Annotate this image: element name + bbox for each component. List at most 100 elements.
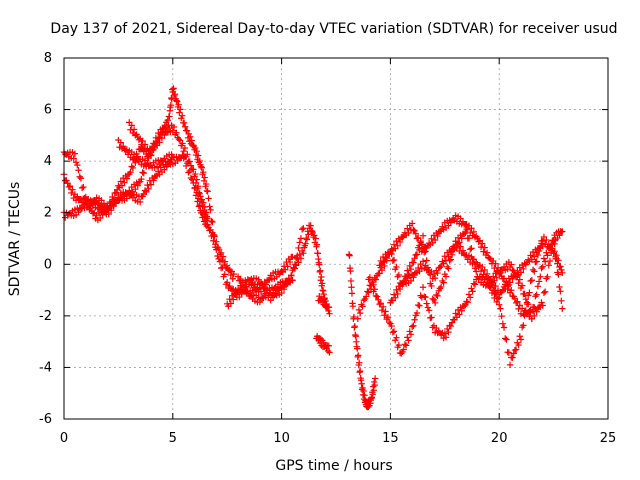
data-point	[505, 349, 513, 356]
data-point	[427, 271, 434, 278]
data-point	[296, 239, 303, 246]
data-point	[200, 199, 207, 206]
y-tick-labels: -6 -4 -2 0 2 4 6 8	[39, 51, 52, 427]
data-point	[480, 248, 487, 255]
data-point	[502, 335, 509, 342]
data-point	[324, 347, 332, 355]
data-point	[532, 293, 539, 300]
data-point	[514, 267, 521, 275]
series-track-o	[387, 238, 546, 306]
data-point	[466, 294, 474, 301]
data-point	[545, 262, 552, 269]
data-point	[436, 285, 444, 292]
data-point	[434, 232, 441, 240]
data-point	[278, 268, 285, 275]
data-point	[179, 112, 186, 119]
data-point	[139, 169, 146, 176]
data-point	[554, 260, 561, 267]
data-point	[445, 265, 452, 272]
series-track-g	[234, 225, 307, 306]
data-point	[470, 280, 478, 287]
data-point	[395, 341, 403, 349]
data-point	[464, 225, 471, 233]
data-point	[425, 307, 433, 314]
data-point	[197, 163, 205, 170]
data-point	[411, 255, 418, 262]
data-point	[195, 203, 203, 210]
data-point	[431, 274, 439, 282]
series-track-c	[60, 151, 237, 282]
data-point	[192, 144, 199, 152]
data-point	[459, 218, 467, 225]
data-point	[553, 255, 560, 262]
data-point	[439, 223, 446, 230]
x-tick-label: 25	[600, 431, 617, 446]
data-point	[66, 182, 74, 190]
data-point	[219, 253, 227, 260]
data-point	[539, 302, 546, 309]
data-point	[376, 270, 383, 277]
data-point	[196, 202, 203, 209]
data-point	[543, 236, 550, 244]
data-point	[202, 180, 210, 188]
data-point	[406, 262, 413, 270]
data-point	[69, 186, 76, 193]
data-point	[447, 248, 455, 256]
data-point	[369, 279, 376, 286]
data-point	[120, 143, 127, 150]
data-point	[508, 261, 515, 268]
data-point	[437, 283, 445, 291]
data-point	[81, 194, 88, 202]
data-point	[284, 263, 291, 270]
data-point	[127, 168, 134, 176]
data-point	[369, 391, 376, 398]
data-point	[242, 283, 249, 290]
data-point	[365, 403, 372, 411]
data-point	[376, 300, 383, 308]
data-point	[204, 188, 211, 195]
data-point	[191, 185, 198, 192]
data-point	[415, 301, 422, 309]
data-point	[136, 198, 144, 206]
data-point	[464, 299, 471, 306]
data-point	[404, 267, 411, 274]
data-point	[556, 283, 563, 291]
data-point	[261, 290, 268, 298]
data-point	[316, 261, 323, 268]
data-point	[187, 133, 194, 140]
data-point	[139, 137, 146, 145]
data-point	[531, 253, 538, 260]
data-point	[483, 249, 491, 256]
data-point	[522, 296, 529, 303]
data-point	[209, 218, 216, 226]
data-point	[412, 251, 419, 259]
data-point	[298, 226, 306, 233]
data-point	[167, 101, 175, 109]
data-point	[533, 308, 540, 315]
data-point	[361, 392, 368, 399]
chart-title: Day 137 of 2021, Sidereal Day-to-day VTE…	[50, 21, 617, 37]
data-point	[217, 249, 225, 257]
data-point	[360, 387, 367, 395]
data-point	[407, 331, 415, 338]
data-point	[244, 288, 251, 295]
y-axis-label: SDTVAR / TECUs	[7, 182, 23, 297]
data-point	[355, 306, 363, 314]
data-point	[445, 328, 452, 336]
data-point	[458, 235, 465, 242]
data-point	[206, 203, 213, 210]
data-point	[508, 287, 515, 294]
data-point	[200, 177, 208, 184]
data-point	[460, 302, 468, 310]
data-point	[390, 241, 398, 248]
data-point	[77, 175, 85, 182]
data-point	[419, 232, 427, 239]
data-point	[431, 236, 439, 244]
data-point	[221, 258, 229, 265]
data-point	[356, 367, 364, 375]
data-point	[170, 85, 177, 92]
x-tick-label: 5	[169, 431, 177, 446]
data-point	[198, 209, 206, 217]
data-point	[406, 328, 413, 335]
data-point	[497, 305, 504, 312]
